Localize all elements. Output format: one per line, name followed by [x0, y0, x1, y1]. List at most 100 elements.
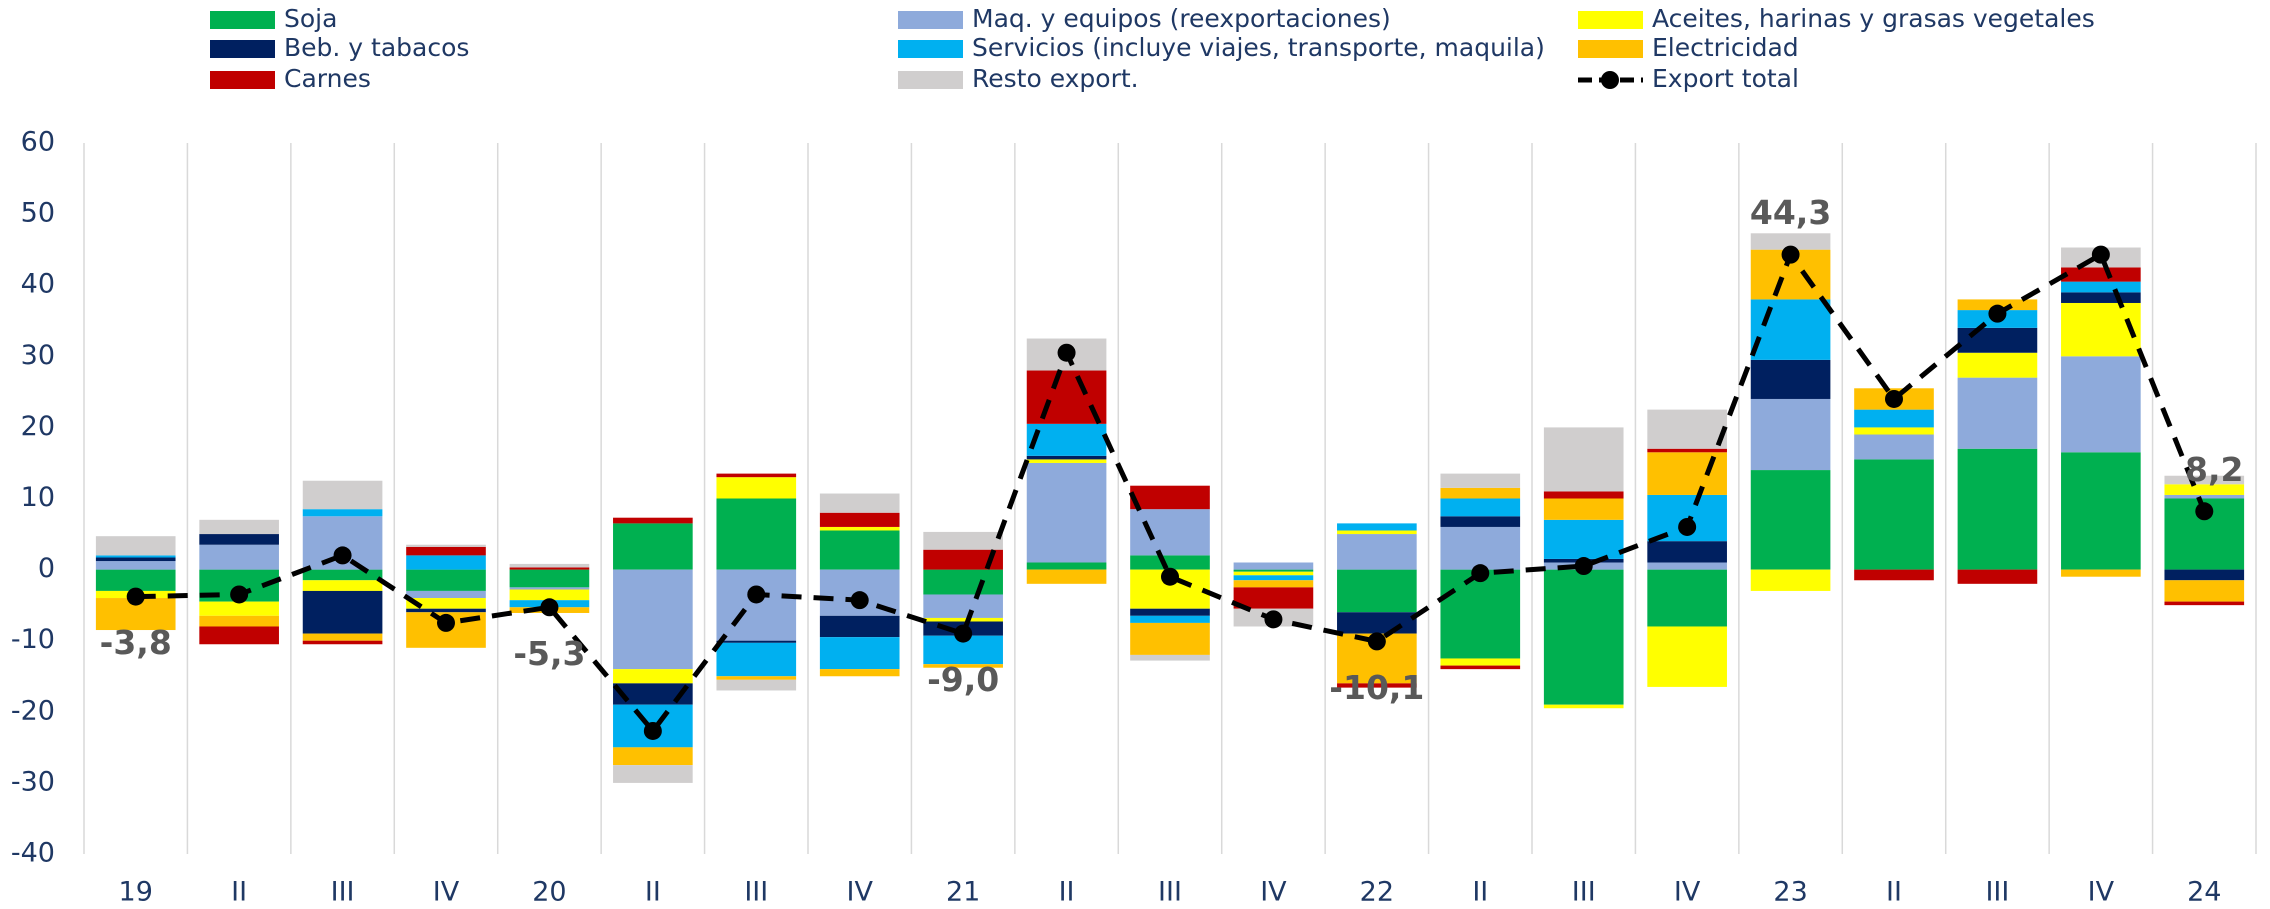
bar-segment [716, 642, 797, 677]
bar-segment [1337, 569, 1417, 613]
bar-segment [1026, 569, 1107, 584]
bar-segment [1440, 498, 1521, 517]
y-tick-label: 40 [21, 269, 55, 300]
bar-segment [95, 555, 176, 558]
bar-segment [613, 669, 693, 684]
total-point [1367, 632, 1386, 651]
bar-segment [1957, 327, 2038, 353]
y-tick-label: 0 [38, 553, 55, 584]
bar-segment [1647, 626, 1727, 687]
x-tick-label: III [1158, 877, 1182, 908]
bar-segment [1440, 516, 1521, 527]
total-point [1678, 517, 1697, 536]
bar-segment [302, 580, 383, 591]
bar-segment [2061, 569, 2141, 577]
bar-segment [302, 509, 383, 517]
y-tick-label: -10 [11, 624, 55, 655]
bar-segment [716, 473, 797, 478]
bar-segment [302, 569, 383, 581]
bar-segment [1130, 654, 1210, 661]
bar-segment [199, 626, 279, 645]
legend-swatch [210, 71, 275, 89]
bar-segment [1440, 487, 1521, 499]
x-tick-label: IV [433, 877, 460, 908]
bar-segment [613, 765, 693, 783]
bar-segment [199, 534, 279, 545]
bar-segment [923, 617, 1003, 622]
legend-swatch [898, 71, 963, 89]
bar-segment [1130, 622, 1210, 655]
y-tick-label: 20 [21, 411, 55, 442]
legend-label: Electricidad [1652, 33, 1799, 62]
bar-segment [819, 526, 900, 531]
bar-segment [95, 557, 176, 562]
total-point [2195, 502, 2214, 521]
bar-segment [716, 498, 797, 570]
bar-segment [1750, 233, 1831, 250]
x-tick-label: 22 [1360, 877, 1394, 908]
bar-segment [1130, 608, 1210, 616]
bar-segment [2164, 484, 2245, 495]
bar-segment [1543, 704, 1624, 709]
bar-segment [819, 669, 900, 677]
total-point [2091, 245, 2110, 264]
bar-segment [1337, 683, 1417, 688]
bar-segment [199, 601, 279, 616]
y-tick-label: 30 [21, 340, 55, 371]
bar-segment [2061, 267, 2141, 282]
y-tick-label: -20 [11, 695, 55, 726]
y-tick-label: -30 [11, 766, 55, 797]
total-point [540, 598, 559, 617]
x-tick-label: IV [1674, 877, 1701, 908]
bar-segment [2164, 580, 2245, 602]
y-tick-label: -40 [11, 838, 55, 869]
bar-segment [819, 615, 900, 638]
bar-segment [509, 563, 590, 568]
bar-segment [1854, 459, 1934, 570]
x-tick-label: III [1985, 877, 2009, 908]
bar-segment [819, 637, 900, 670]
bar-segment [819, 512, 900, 527]
bar-segment [1233, 571, 1314, 576]
bar-segment [613, 523, 693, 570]
bar-segment [1957, 569, 2038, 584]
bar-segment [819, 493, 900, 513]
total-point [643, 721, 662, 740]
x-tick-label: 21 [946, 877, 980, 908]
bar-segment [1750, 470, 1831, 570]
x-tick-label: II [231, 877, 247, 908]
bar-segment [509, 569, 590, 588]
bar-segment [923, 664, 1003, 668]
bar-segment [509, 587, 590, 590]
bar-segment [613, 747, 693, 766]
x-tick-label: II [1472, 877, 1488, 908]
bar-segment [613, 683, 693, 705]
legend-label: Aceites, harinas y grasas vegetales [1652, 4, 2095, 33]
bar-segment [302, 590, 383, 634]
x-tick-label: 19 [119, 877, 153, 908]
bar-segment [1337, 530, 1417, 535]
y-tick-label: 60 [21, 127, 55, 158]
bar-segment [199, 615, 279, 627]
total-point [1574, 557, 1593, 576]
total-point [1161, 567, 1179, 586]
bar-segment [406, 546, 486, 556]
bar-segment [1854, 569, 1934, 581]
legend-label: Servicios (incluye viajes, transporte, m… [972, 33, 1545, 62]
bar-segment [819, 530, 900, 570]
total-point [126, 587, 145, 606]
bar-segment [1543, 569, 1624, 705]
bar-segment [1440, 658, 1521, 666]
data-label: -5,3 [513, 634, 585, 673]
bar-segment [1750, 299, 1831, 360]
bar-segment [1026, 455, 1107, 460]
total-line [135, 249, 2207, 736]
bar-segment [1337, 534, 1417, 570]
bar-segment [613, 517, 693, 524]
legend-label: Maq. y equipos (reexportaciones) [972, 4, 1391, 33]
bar-segment [923, 549, 1003, 570]
bar-segment [1233, 562, 1314, 570]
bar-segment [1337, 523, 1417, 531]
bar-segment [923, 594, 1003, 618]
total-point [1885, 389, 1903, 408]
